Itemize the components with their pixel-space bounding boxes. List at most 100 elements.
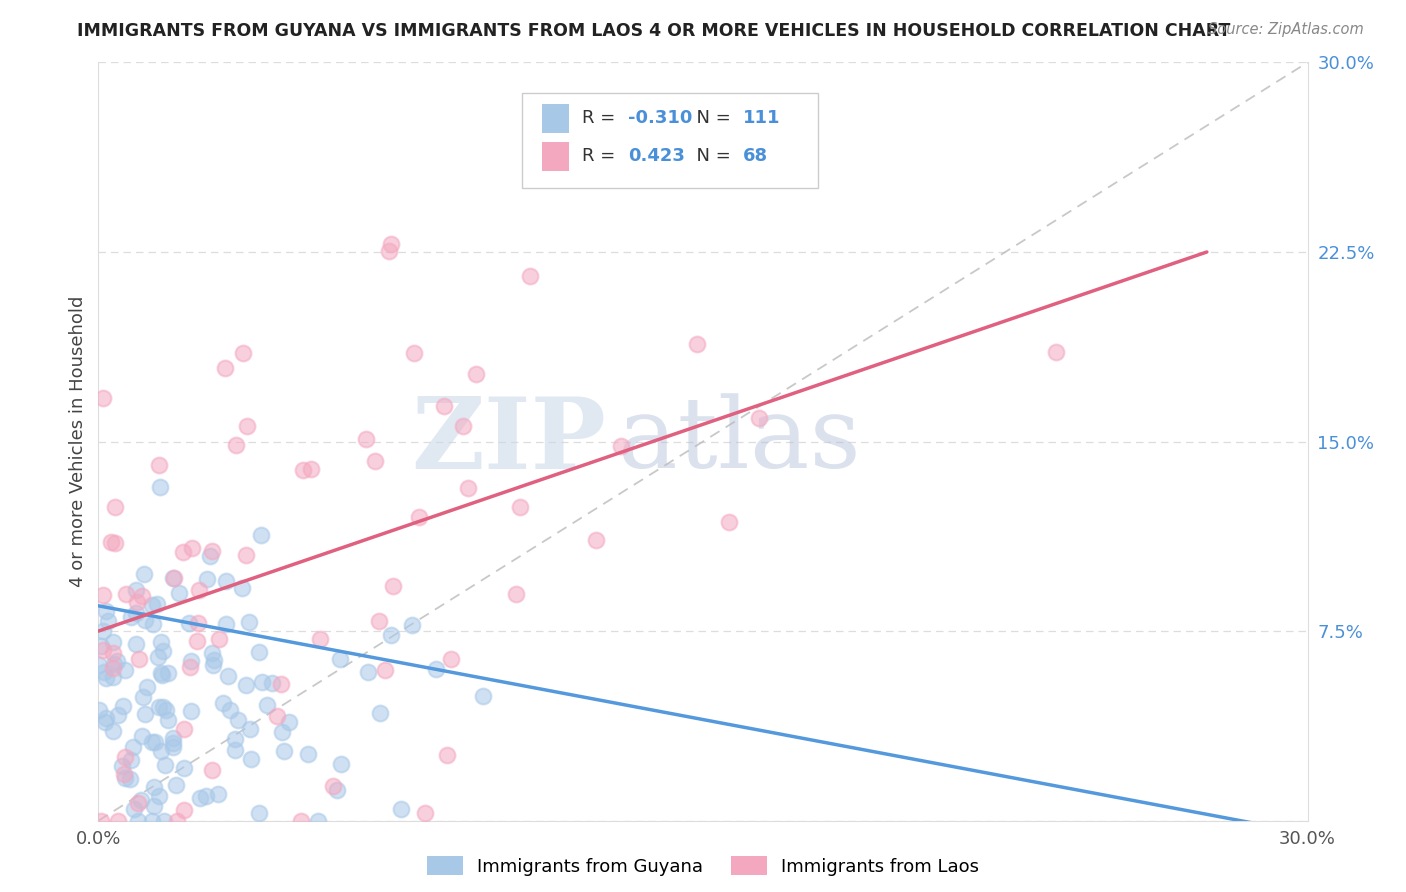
Point (148, 700, 170, 714)
Point (148, 458, 170, 472)
Point (153, 814, 176, 828)
Point (188, 583, 211, 598)
Point (96, 671, 118, 685)
Point (104, 500, 127, 515)
Point (354, 433, 377, 447)
Text: N =: N = (685, 146, 737, 165)
Point (465, 367, 488, 381)
Point (260, 676, 283, 690)
Point (114, 771, 136, 785)
Point (270, 724, 292, 739)
FancyBboxPatch shape (522, 93, 818, 187)
Point (401, 618, 423, 632)
Point (173, 761, 195, 775)
Point (433, 400, 456, 414)
Point (364, 454, 387, 468)
Point (172, 545, 194, 559)
Point (162, 736, 184, 750)
Point (134, 707, 156, 722)
Y-axis label: 4 or more Vehicles in Household: 4 or more Vehicles in Household (69, 296, 87, 587)
Point (94, 715, 117, 730)
Point (451, 418, 474, 433)
Point (218, 703, 240, 717)
Point (239, 752, 262, 766)
Point (120, 610, 142, 624)
Point (247, 805, 270, 820)
Point (173, 803, 195, 817)
Point (162, 570, 184, 584)
Point (143, 735, 166, 749)
Text: ZIP: ZIP (412, 393, 606, 490)
Point (124, 583, 146, 598)
Point (166, 814, 188, 828)
Point (115, 587, 138, 601)
Point (101, 669, 124, 683)
Point (299, 462, 322, 476)
Point (408, 510, 430, 524)
Point (162, 739, 184, 754)
Point (238, 615, 260, 629)
Point (101, 646, 124, 660)
Point (201, 646, 224, 660)
Text: 68: 68 (742, 146, 768, 165)
Point (93, 665, 115, 680)
Point (155, 703, 177, 717)
Point (149, 666, 172, 681)
Point (180, 704, 202, 718)
Text: R =: R = (582, 146, 621, 165)
Point (208, 632, 231, 647)
Point (148, 789, 170, 803)
Point (329, 757, 352, 772)
Text: 111: 111 (742, 109, 780, 127)
Point (266, 709, 288, 723)
Point (121, 739, 143, 754)
Point (127, 796, 149, 810)
Point (131, 729, 153, 743)
Point (181, 541, 204, 555)
Point (120, 753, 142, 767)
Text: -0.310: -0.310 (628, 109, 692, 127)
Point (149, 480, 172, 494)
Point (141, 814, 163, 828)
Point (250, 528, 273, 542)
Point (94, 711, 117, 725)
Point (307, 814, 329, 828)
Point (291, 463, 314, 477)
Point (380, 236, 402, 251)
Point (357, 665, 380, 679)
Point (610, 439, 633, 453)
Point (111, 698, 134, 713)
Point (309, 632, 332, 646)
Point (110, 759, 132, 773)
Point (155, 758, 177, 772)
Point (380, 628, 402, 642)
Text: N =: N = (685, 109, 737, 127)
Point (471, 690, 494, 704)
Point (157, 714, 180, 728)
Point (167, 586, 190, 600)
Point (145, 597, 167, 611)
Point (150, 634, 173, 648)
Point (232, 346, 254, 360)
Point (270, 677, 292, 691)
Point (1045, 344, 1067, 359)
Point (177, 616, 200, 631)
Point (152, 700, 174, 714)
Point (114, 663, 136, 677)
Point (134, 613, 156, 627)
Point (252, 674, 274, 689)
Legend: Immigrants from Guyana, Immigrants from Laos: Immigrants from Guyana, Immigrants from … (427, 856, 979, 876)
Point (201, 763, 224, 777)
FancyBboxPatch shape (543, 142, 569, 171)
Point (505, 587, 527, 601)
Point (201, 544, 224, 558)
Point (90, 639, 112, 653)
Point (90, 814, 112, 828)
Point (585, 533, 607, 547)
Point (235, 678, 257, 692)
Point (91, 624, 114, 639)
Point (103, 657, 125, 671)
Point (142, 780, 165, 794)
Point (135, 681, 157, 695)
Point (509, 500, 531, 514)
